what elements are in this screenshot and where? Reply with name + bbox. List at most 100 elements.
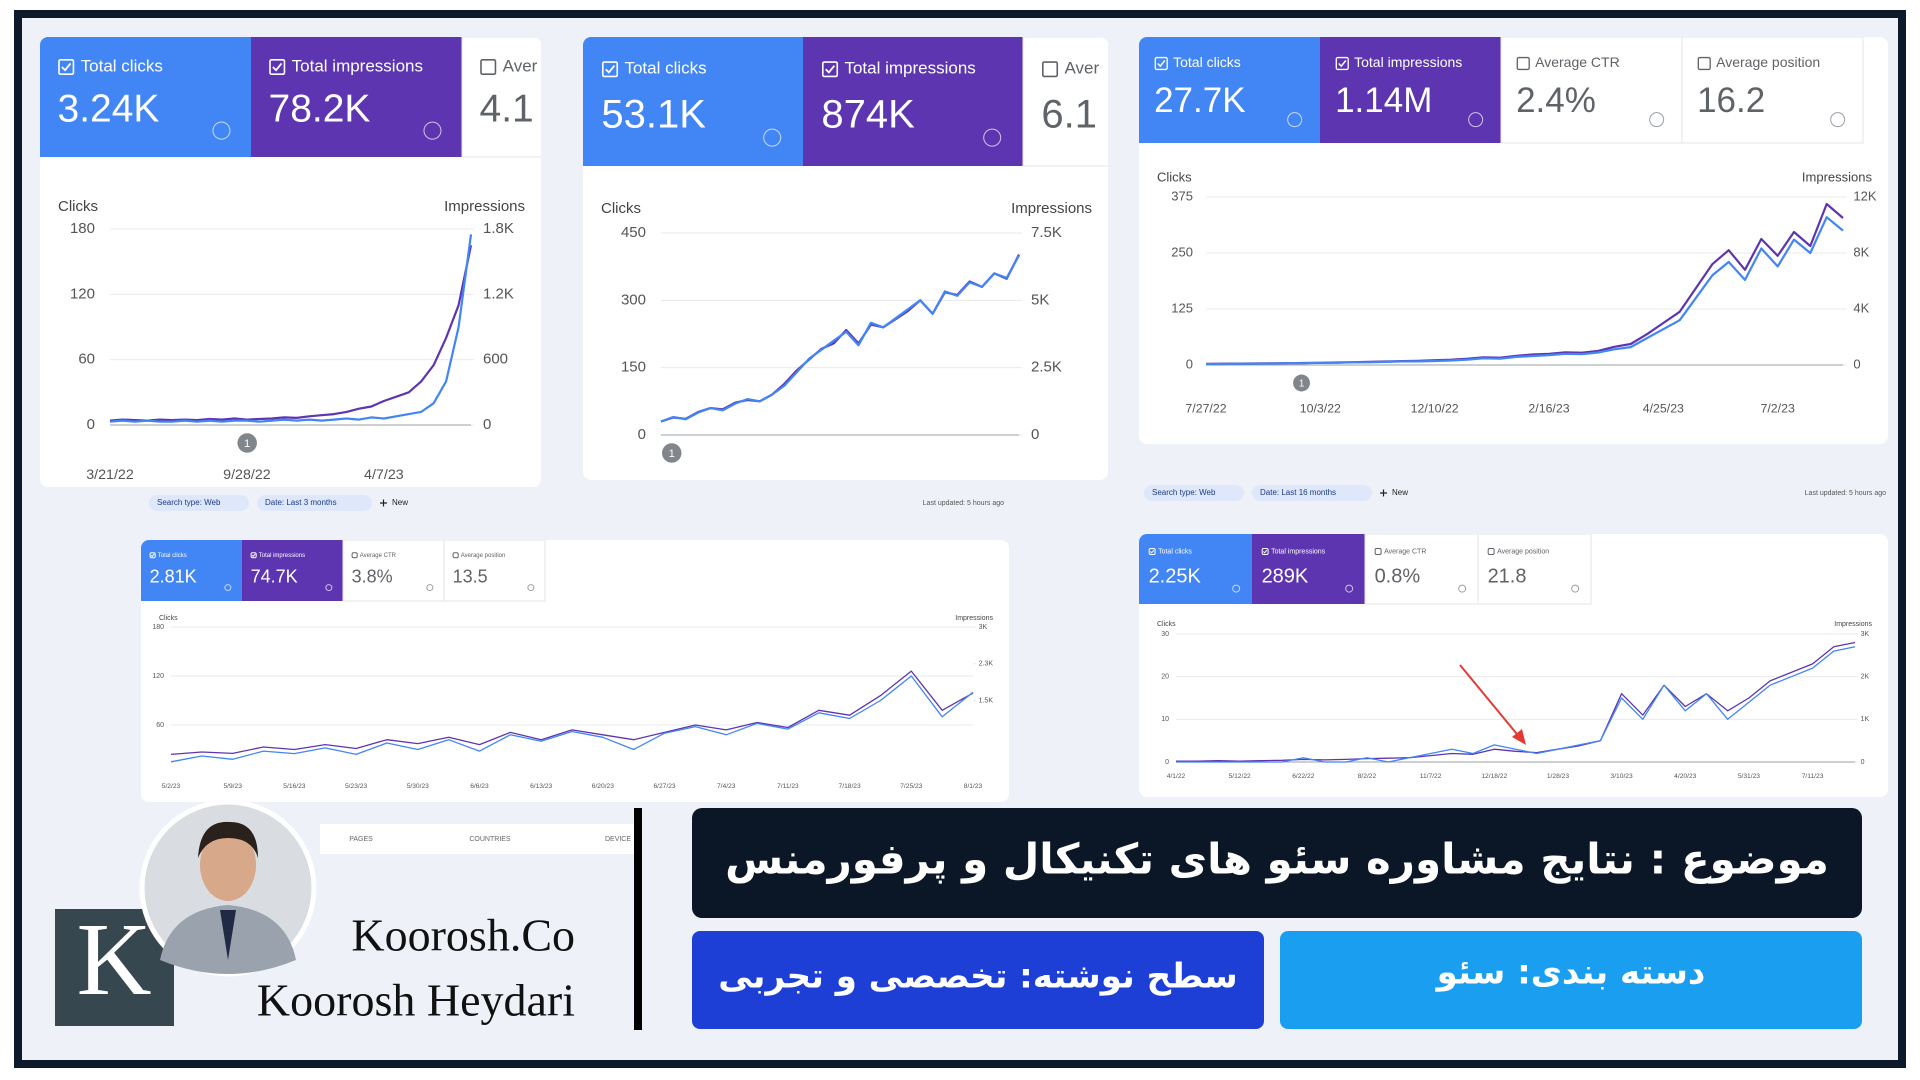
- checkmark: [1338, 60, 1347, 68]
- tabs-bar: [320, 824, 640, 854]
- y2-tick-label: 4K: [1853, 300, 1869, 315]
- y2-tick-label: 5K: [1031, 291, 1049, 308]
- y2-tick-label: 7.5K: [1031, 224, 1062, 241]
- panel-body: Total clicks 2.25K Total impressions 289K Av…: [1139, 534, 1888, 797]
- series-line: [660, 254, 1020, 423]
- y2-tick-label: 0: [483, 416, 491, 433]
- tab: COUNTRIES: [469, 836, 511, 843]
- checkbox: [452, 552, 459, 559]
- y-tick-label: 20: [1161, 674, 1169, 681]
- metric-card: [242, 540, 343, 601]
- y-axis-label: Clicks: [601, 200, 641, 217]
- metric-value: 3.8%: [352, 567, 393, 587]
- gsc-panel: Total clicks 3.24K Total impressions 78.2K A…: [40, 37, 541, 487]
- x-tick-label: 5/31/23: [1738, 773, 1760, 780]
- annotation-label: 1: [1299, 379, 1304, 390]
- metric-value: 3.24K: [58, 88, 160, 131]
- metric-label: Average CTR: [1535, 54, 1620, 70]
- y-tick-label: 125: [1171, 300, 1193, 315]
- help-icon: [212, 121, 231, 140]
- x-tick-label: 5/30/23: [407, 783, 429, 790]
- metric-card: [803, 37, 1023, 166]
- checkmark: [150, 553, 155, 558]
- level-box: [692, 931, 1264, 1029]
- y2-axis-label: Impressions: [1802, 169, 1873, 184]
- help-icon: [763, 128, 782, 147]
- checkmark: [1150, 549, 1155, 554]
- metric-value: 78.2K: [269, 88, 371, 131]
- metric-label: Total clicks: [624, 59, 706, 78]
- metric-label: Total clicks: [158, 553, 187, 559]
- photo-face: [200, 829, 256, 901]
- y-tick-label: 450: [621, 224, 646, 241]
- y-tick-label: 30: [1161, 631, 1169, 638]
- new-button: New: [392, 498, 408, 507]
- metric-card: [1477, 534, 1592, 605]
- metric-label: Average CTR: [360, 553, 397, 559]
- tab: DEVICE: [605, 836, 631, 843]
- x-tick-label: 6/6/23: [470, 783, 489, 790]
- x-tick-label: 5/16/23: [283, 783, 305, 790]
- photo-tie: [220, 910, 236, 960]
- y-tick-label: 0: [638, 426, 646, 443]
- help-icon: [1649, 112, 1665, 128]
- help-icon: [1468, 112, 1484, 128]
- x-tick-label: 4/1/22: [1167, 773, 1186, 780]
- metric-label: Average position: [461, 553, 506, 559]
- help-icon: [423, 121, 442, 140]
- checkmark: [605, 65, 616, 74]
- checkbox: [601, 61, 619, 78]
- y2-tick-label: 0: [1861, 759, 1865, 766]
- metric-card: [1252, 534, 1365, 604]
- x-tick-label: 11/7/22: [1420, 773, 1442, 780]
- x-tick-label: 2/16/23: [1528, 401, 1569, 415]
- annotation-marker: [1293, 374, 1311, 392]
- checkmark: [1263, 549, 1268, 554]
- metric-value: 6.1: [1041, 93, 1097, 137]
- x-tick-label: 1/28/23: [1547, 773, 1569, 780]
- x-tick-label: 8/1/23: [964, 783, 983, 790]
- checkmark: [1157, 60, 1166, 68]
- metric-value: 1.14M: [1335, 81, 1432, 120]
- x-tick-label: 7/2/23: [1761, 401, 1795, 415]
- topic: موضوع : نتایج مشاوره سئو های تکنیکال و پ…: [725, 835, 1829, 885]
- metric-value: 2.81K: [150, 567, 197, 587]
- level: سطح نوشته: تخصصی و تجربی: [718, 957, 1237, 997]
- y2-axis-label: Impressions: [444, 198, 525, 215]
- x-tick-label: 5/12/22: [1229, 773, 1251, 780]
- series-line: [170, 675, 974, 763]
- y2-tick-label: 1.2K: [483, 285, 514, 302]
- series-line: [1206, 216, 1844, 366]
- metric-label: Aver: [1064, 59, 1099, 78]
- y-tick-label: 0: [1186, 356, 1193, 371]
- separator: [634, 808, 642, 1030]
- metric-value: 74.7K: [251, 567, 298, 587]
- y2-tick-label: 0: [1853, 356, 1860, 371]
- checkbox: [1261, 548, 1269, 555]
- metric-label: Total clicks: [1173, 54, 1241, 70]
- filter-label: Search type: Web: [1152, 488, 1216, 497]
- checkmark: [251, 553, 256, 558]
- y-axis-label: Clicks: [1157, 169, 1192, 184]
- help-icon: [983, 128, 1002, 147]
- y2-tick-label: 2.5K: [1031, 359, 1062, 376]
- y2-tick-label: 1.5K: [979, 697, 994, 704]
- y-tick-label: 0: [87, 416, 95, 433]
- x-tick-label: 4/25/23: [1643, 401, 1684, 415]
- x-tick-label: 8/2/22: [1358, 773, 1377, 780]
- help-icon: [1287, 112, 1303, 128]
- checkbox: [1374, 548, 1382, 555]
- y-tick-label: 120: [152, 673, 164, 680]
- x-tick-label: 7/27/22: [1185, 401, 1226, 415]
- x-tick-label: 6/20/23: [592, 783, 614, 790]
- gsc-panel: Search type: Web Date: Last 16 months New L…: [1139, 485, 1888, 797]
- checkbox: [269, 58, 286, 76]
- checkbox: [149, 552, 156, 559]
- metric-value: 53.1K: [601, 93, 706, 137]
- y-tick-label: 60: [78, 351, 95, 368]
- metric-label: Total impressions: [292, 56, 423, 75]
- x-tick-label: 5/9/23: [223, 783, 242, 790]
- y2-tick-label: 0: [1031, 426, 1039, 443]
